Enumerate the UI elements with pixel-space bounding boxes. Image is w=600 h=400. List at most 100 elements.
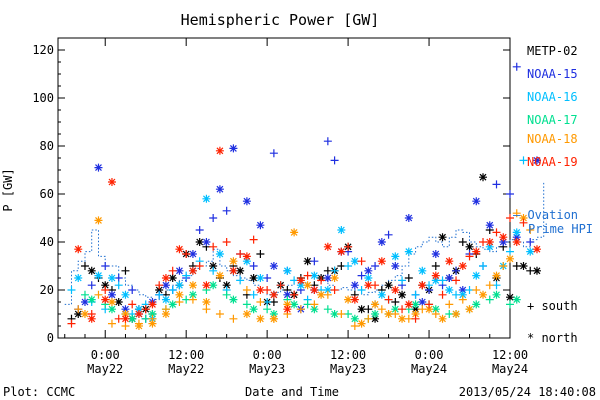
noaa-15-north-point (377, 238, 386, 246)
metp-02-north-point (357, 305, 366, 314)
noaa-19-north-point (107, 178, 116, 186)
noaa-18-north-point (398, 314, 407, 323)
noaa-19-south-point (398, 305, 407, 314)
noaa-18-north-point (121, 310, 130, 318)
x-tick-time-label: 0:00 (415, 348, 444, 362)
noaa-19-north-point (296, 276, 305, 285)
noaa-18-north-point (492, 271, 501, 280)
noaa-16-north-point (256, 274, 265, 282)
metp-02-north-point (371, 314, 380, 323)
noaa-18-north-point (215, 271, 224, 280)
noaa-18-north-point (188, 281, 197, 290)
noaa-15-south-point (384, 230, 393, 239)
noaa-17-north-point (128, 314, 137, 323)
metp-02-north-point (438, 233, 447, 242)
noaa-16-south-point (452, 290, 461, 299)
noaa-15-south-point (526, 238, 535, 246)
ovation-series (64, 182, 545, 305)
noaa-19-north-point (256, 286, 265, 294)
noaa-19-north-point (445, 257, 454, 266)
noaa-19-south-point (141, 305, 150, 314)
noaa-19-north-point (242, 252, 251, 261)
noaa-15-north-point (485, 221, 494, 230)
noaa-16-south-point (114, 281, 123, 290)
noaa-18-north-point (94, 216, 103, 225)
noaa-16-north-point (350, 257, 359, 266)
noaa-19-north-point (175, 245, 184, 254)
noaa-17-north-point (350, 314, 359, 323)
noaa-17-south-point (141, 314, 150, 323)
noaa-16-north-point (445, 286, 454, 294)
noaa-19-north-point (87, 314, 96, 323)
noaa-18-south-point (188, 295, 197, 304)
noaa-16-south-point (263, 298, 272, 306)
legend-entry-noaa-16: NOAA-16 (527, 90, 578, 104)
noaa-18-south-point (323, 290, 332, 299)
noaa-16-south-point (209, 266, 218, 275)
noaa-17-south-point (445, 310, 454, 318)
noaa-15-south-point (330, 156, 339, 165)
noaa-19-north-point (148, 300, 157, 309)
noaa-17-north-point (512, 295, 521, 304)
noaa-16-south-point (506, 247, 514, 256)
noaa-19-south-point (128, 300, 137, 309)
ovation-prime-hpi-line (64, 182, 545, 305)
noaa-18-south-point (485, 281, 494, 290)
metp-02-north-point (222, 281, 231, 290)
noaa-17-north-point (472, 300, 481, 309)
noaa-16-north-point (364, 274, 373, 282)
noaa-18-north-point (317, 290, 326, 299)
noaa-15-south-point (512, 62, 521, 71)
noaa-15-north-point (323, 274, 332, 282)
noaa-17-north-point (290, 300, 299, 309)
noaa-17-north-point (229, 295, 238, 304)
noaa-15-north-point (188, 250, 197, 258)
noaa-19-south-point (168, 266, 177, 275)
noaa-16-north-point (418, 266, 427, 275)
noaa-15-south-point (209, 214, 218, 222)
noaa-19-south-point (384, 295, 393, 304)
noaa-18-south-point (472, 286, 481, 294)
noaa-19-south-point (114, 314, 123, 323)
noaa-15-north-point (458, 286, 467, 294)
noaa-17-north-point (168, 300, 177, 309)
noaa-19-south-point (438, 290, 447, 299)
noaa-17-south-point (485, 295, 494, 304)
noaa-17-north-point (391, 305, 400, 314)
x-tick-date-label: May24 (492, 362, 528, 376)
metp-02-north-point (195, 238, 204, 246)
noaa-15-south-point (87, 281, 96, 290)
noaa-15-south-point (128, 286, 137, 294)
metp-02-north-point (532, 266, 541, 275)
noaa-18-south-point (74, 305, 83, 314)
noaa-16-north-point (337, 226, 346, 234)
noaa-18-north-point (425, 305, 434, 314)
noaa-19-north-point (310, 286, 319, 294)
noaa-19-south-point (236, 250, 245, 258)
noaa-17-south-point (303, 300, 312, 309)
noaa-17-north-point (249, 305, 258, 314)
noaa-17-south-point (182, 295, 191, 304)
noaa-16-north-point (121, 290, 130, 299)
noaa-19-south-point (465, 252, 474, 261)
x-tick-date-label: May22 (168, 362, 204, 376)
noaa-17-south-point (222, 290, 231, 299)
noaa-18-north-point (357, 319, 366, 328)
noaa-17-north-point (431, 305, 440, 314)
noaa-16-south-point (155, 290, 164, 299)
noaa-19-south-point (182, 250, 191, 258)
noaa-19-north-point (404, 300, 413, 309)
noaa-18-north-point (148, 319, 157, 328)
noaa-19-south-point (492, 228, 501, 237)
noaa-18-south-point (121, 322, 130, 330)
noaa-19-south-point (344, 242, 353, 251)
metp-02-south-point (80, 262, 89, 270)
metp-02-south-point (337, 262, 346, 270)
chart-title: Hemispheric Power [GW] (181, 11, 380, 29)
legend-entry-noaa-15: NOAA-15 (527, 67, 578, 81)
metp-02-south-point (431, 262, 440, 270)
noaa-19-south-point (101, 286, 110, 294)
noaa-15-north-point (283, 290, 292, 299)
noaa-16-south-point (479, 262, 488, 270)
x-tick-time-label: 12:00 (492, 348, 528, 362)
